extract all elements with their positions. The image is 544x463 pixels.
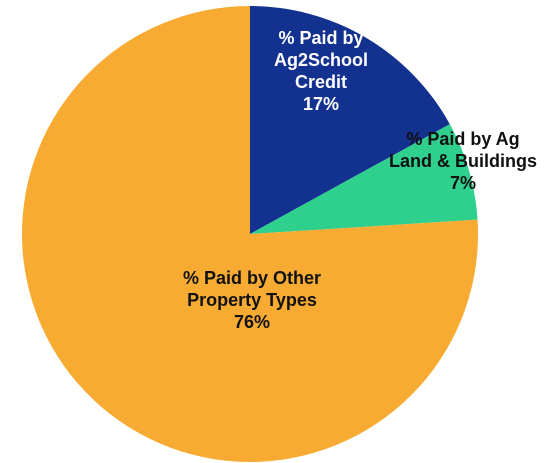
pie-slice-label-line: % Paid by bbox=[278, 28, 363, 48]
pie-slices bbox=[22, 5, 479, 463]
pie-slice-label-line: 17% bbox=[303, 94, 339, 114]
pie-slice-label-line: Land & Buildings bbox=[389, 151, 537, 171]
pie-slice-label-1: % Paid by Ag Land & Buildings 7% bbox=[389, 129, 537, 193]
pie-slice-label-line: 76% bbox=[234, 312, 270, 332]
pie-slice-label-line: 7% bbox=[450, 173, 476, 193]
pie-slice-label-line: % Paid by Other bbox=[183, 268, 321, 288]
pie-slice-label-0: % Paid by Ag2School Credit 17% bbox=[274, 28, 368, 114]
pie-slice-label-line: % Paid by Ag bbox=[406, 129, 519, 149]
pie-slice-label-line: Property Types bbox=[187, 290, 317, 310]
pie-slice-label-2: % Paid by Other Property Types 76% bbox=[183, 268, 321, 332]
pie-slice-1 bbox=[250, 124, 478, 234]
pie-slice-0 bbox=[250, 5, 450, 234]
pie-slice-label-line: Ag2School bbox=[274, 50, 368, 70]
pie-slice-2 bbox=[22, 6, 479, 463]
pie-slice-label-line: Credit bbox=[295, 72, 347, 92]
pie-labels: % Paid by Ag2School Credit 17% % Paid by Ag L… bbox=[183, 28, 537, 332]
